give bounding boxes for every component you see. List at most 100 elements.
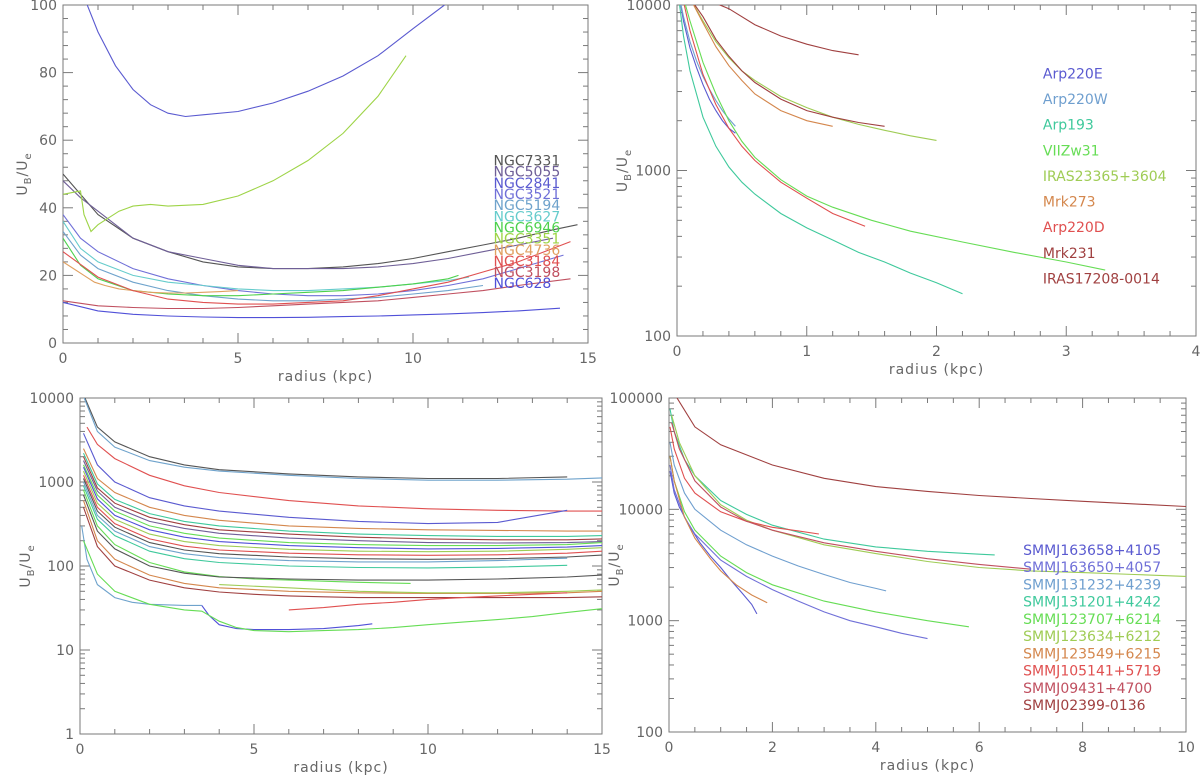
series-line-s10 <box>82 466 602 550</box>
y-tick-label: 10000 <box>29 391 74 407</box>
series-line-ngc3521 <box>63 214 564 297</box>
x-tick-label: 1 <box>802 344 811 360</box>
series-line-smmj123549+6215 <box>669 456 768 604</box>
x-tick-label: 0 <box>665 740 674 756</box>
x-tick-label: 15 <box>579 351 597 367</box>
x-tick-label: 2 <box>932 344 941 360</box>
series-line-s22 <box>82 540 602 633</box>
y-axis-title-part: /U <box>18 552 34 569</box>
y-axis-title-part: /U <box>607 551 623 568</box>
y-axis-title-part: B <box>23 177 34 185</box>
legend-entry: SMMJ09431+4700 <box>1023 681 1152 697</box>
y-tick-label: 100000 <box>610 391 663 407</box>
series-line-s11 <box>82 470 602 553</box>
series-group <box>669 398 1186 640</box>
legend-entry: VIIZw31 <box>1043 143 1100 159</box>
panel-top-left: 0 5 10 15 0 20 40 60 80 100 radius (kpc) UB/Ue NGC73… <box>15 0 597 385</box>
legend-entry: NGC2841 <box>494 176 561 192</box>
legend-entry: Arp220E <box>1043 66 1103 82</box>
y-axis-title: UB/Ue <box>18 544 37 587</box>
legend-entry: SMMJ163658+4105 <box>1023 543 1161 559</box>
series-line-ngc3184 <box>63 241 571 305</box>
series-line-s2 <box>83 398 602 481</box>
y-axis-title-part: e <box>615 543 626 550</box>
y-tick-label: 1000 <box>627 614 663 630</box>
legend-entry: Mrk231 <box>1043 246 1096 262</box>
legend-entry: NGC628 <box>494 276 552 292</box>
x-tick-label: 10 <box>419 742 437 758</box>
y-tick-label: 100 <box>47 559 74 575</box>
y-tick-label: 20 <box>39 268 57 284</box>
legend-entry: NGC7331 <box>494 154 561 170</box>
y-tick-label: 10 <box>56 643 74 659</box>
x-tick-label: 3 <box>1062 344 1071 360</box>
x-axis-title: radius (kpc) <box>889 362 984 378</box>
y-axis-title: UB/Ue <box>615 149 634 192</box>
series-line-s3 <box>86 426 602 512</box>
series-line-iras17208-0014 <box>718 5 859 56</box>
legend-entry: SMMJ131232+4239 <box>1023 577 1161 593</box>
series-line-s4 <box>82 433 568 525</box>
legend-entry: NGC3627 <box>494 209 561 225</box>
y-tick-label: 40 <box>39 201 57 217</box>
series-group <box>63 5 578 319</box>
y-axis-title-part: /U <box>615 156 631 173</box>
legend-entry: NGC4736 <box>494 243 561 259</box>
x-tick-label: 4 <box>1192 344 1200 360</box>
y-tick-label: 100 <box>30 0 57 14</box>
series-group <box>81 398 602 633</box>
legend-entry: Arp193 <box>1043 118 1094 134</box>
legend-entry: NGC3351 <box>494 232 561 248</box>
x-tick-label: 10 <box>1177 740 1195 756</box>
series-line-s12 <box>82 475 602 556</box>
y-axis-title-part: /U <box>15 160 31 177</box>
x-tick-label: 6 <box>975 740 984 756</box>
series-line-s13 <box>82 478 602 560</box>
series-line-s9 <box>83 464 602 547</box>
x-tick-label: 10 <box>404 351 422 367</box>
y-axis-title-part: U <box>615 181 631 192</box>
y-tick-label: 10000 <box>618 502 663 518</box>
series-line-smmj123707+6214 <box>669 456 969 628</box>
series-line-s1 <box>84 398 568 480</box>
x-tick-label: 15 <box>593 742 611 758</box>
x-axis-title: radius (kpc) <box>880 758 975 774</box>
series-line-mrk231 <box>694 5 885 127</box>
y-axis-title: UB/Ue <box>15 152 34 195</box>
series-line-arp193 <box>679 5 963 295</box>
series-line-smmj02399-0136 <box>676 398 1186 508</box>
y-axis-title-part: e <box>623 149 634 156</box>
y-tick-label: 1000 <box>635 164 671 180</box>
legend-entry: Mrk273 <box>1043 195 1096 211</box>
panel-bottom-right: 0 2 4 6 8 10 100 1000 10000 100000 radius (kpc) UB/… <box>607 391 1195 774</box>
y-axis-title-part: e <box>23 152 34 159</box>
series-line-arp220d <box>683 5 866 227</box>
y-axis-title-part: B <box>623 173 634 181</box>
series-line-ngc4736 <box>63 261 239 294</box>
series-line-s23 <box>219 584 602 594</box>
y-axis-title-part: B <box>615 568 626 576</box>
y-axis-title-part: B <box>26 569 37 577</box>
series-line-s6 <box>82 452 602 537</box>
series-line-s19 <box>82 507 602 599</box>
series-line-ngc5194 <box>63 231 484 302</box>
series-group <box>679 5 1106 295</box>
series-line-iras23365+3604 <box>693 5 937 141</box>
x-tick-label: 2 <box>768 740 777 756</box>
y-axis-title-part: e <box>26 544 37 551</box>
x-tick-label: 8 <box>1078 740 1087 756</box>
legend-entry: NGC3198 <box>494 265 561 281</box>
series-line-s21 <box>201 605 373 631</box>
legend-entry: SMMJ02399-0136 <box>1023 698 1145 714</box>
y-axis-title-part: U <box>607 575 623 586</box>
legend-entry: SMMJ131201+4242 <box>1023 595 1161 611</box>
x-tick-label: 0 <box>59 351 68 367</box>
series-line-smmj131201+4242 <box>669 408 995 556</box>
x-tick-label: 4 <box>871 740 880 756</box>
series-line-smmj09431+4700 <box>671 422 1031 570</box>
series-line-arp220e <box>680 5 736 134</box>
x-axis-title: radius (kpc) <box>278 369 373 385</box>
legend-entry: SMMJ123707+6214 <box>1023 612 1161 628</box>
series-line-smmj131232+4239 <box>669 442 887 592</box>
series-line-ngc3198 <box>63 278 571 310</box>
